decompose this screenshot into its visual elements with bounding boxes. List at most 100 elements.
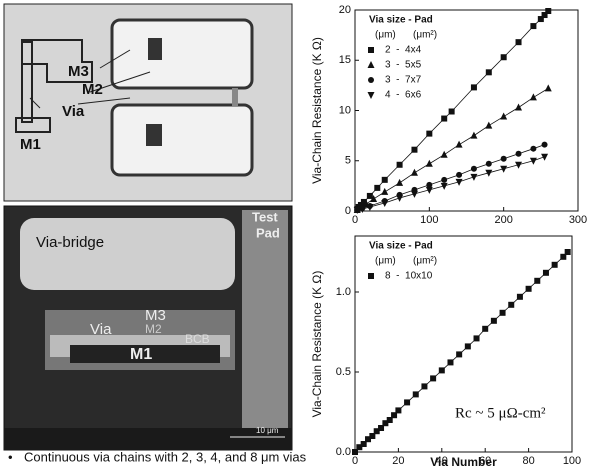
photo-label: Pad: [256, 225, 280, 240]
marker: [515, 39, 522, 46]
legend-label: 4 - 6x6: [385, 90, 422, 101]
marker: [500, 155, 507, 162]
marker: [470, 165, 477, 172]
marker: [395, 407, 402, 414]
marker: [426, 181, 433, 188]
marker: [438, 367, 445, 374]
marker: [382, 420, 389, 427]
marker: [508, 301, 515, 308]
annotation: Rc ~ 5 μΩ-cm²: [455, 405, 546, 421]
marker: [541, 12, 548, 19]
marker: [430, 375, 437, 382]
marker: [440, 150, 448, 158]
marker: [447, 359, 454, 366]
marker: [374, 184, 381, 191]
marker: [470, 131, 478, 139]
marker: [396, 194, 404, 202]
marker: [545, 8, 552, 15]
marker: [529, 157, 537, 165]
y-tick-label: 15: [339, 54, 351, 66]
marker: [456, 171, 463, 178]
marker: [360, 198, 367, 205]
marker: [485, 160, 492, 167]
marker: [411, 146, 418, 153]
marker: [425, 186, 433, 194]
photo-label: BCB: [185, 332, 210, 346]
y-tick-label: 1.0: [336, 286, 351, 298]
marker: [464, 343, 471, 350]
marker: [396, 161, 403, 168]
legend-label: 2 - 4x4: [385, 45, 422, 56]
x-tick-label: 40: [436, 455, 448, 467]
x-tick-label: 100: [420, 214, 438, 226]
photo-label: M3: [68, 63, 89, 80]
marker: [564, 249, 571, 255]
marker: [515, 161, 523, 169]
marker: [499, 309, 506, 316]
marker: [470, 173, 478, 181]
scale-label: 10 μm: [256, 426, 279, 435]
x-tick-label: 80: [522, 455, 534, 467]
marker: [366, 203, 374, 211]
x-tick-label: 0: [352, 214, 358, 226]
marker: [425, 159, 433, 167]
legend-title: Via size - Pad: [369, 15, 433, 26]
marker: [353, 206, 361, 214]
marker: [368, 77, 374, 83]
marker: [530, 23, 537, 30]
marker: [440, 182, 448, 190]
x-tick-label: 100: [563, 455, 581, 467]
marker: [367, 61, 375, 68]
marker: [485, 69, 492, 76]
marker: [373, 428, 380, 435]
x-axis-label: Via Number: [430, 455, 497, 468]
marker: [381, 176, 388, 183]
marker: [500, 165, 508, 173]
marker: [386, 417, 393, 423]
marker: [352, 449, 358, 455]
marker: [500, 112, 508, 120]
marker: [544, 84, 552, 92]
marker: [381, 199, 389, 207]
photo-label: M2: [145, 322, 162, 336]
legend-units: (μm²): [413, 256, 437, 267]
marker: [541, 141, 548, 148]
y-tick-label: 0.5: [336, 366, 351, 378]
marker: [473, 335, 480, 342]
marker: [441, 176, 448, 183]
marker: [490, 317, 497, 324]
marker: [485, 121, 493, 129]
x-tick-label: 60: [479, 455, 491, 467]
legend-units: (μm): [375, 30, 396, 41]
marker: [381, 187, 389, 195]
photo-label: Test: [252, 209, 278, 224]
marker: [366, 192, 373, 199]
marker: [455, 140, 463, 148]
y-tick-label: 5: [345, 155, 351, 167]
marker: [396, 178, 404, 186]
marker: [360, 441, 367, 447]
photo-label: M1: [130, 346, 152, 363]
marker: [404, 399, 411, 406]
marker: [369, 433, 376, 439]
marker: [541, 153, 549, 161]
marker: [370, 194, 378, 202]
legend-units: (μm²): [413, 30, 437, 41]
marker: [412, 391, 419, 398]
photo-label: Via: [62, 103, 85, 120]
x-tick-label: 20: [392, 455, 404, 467]
marker: [537, 16, 544, 23]
marker: [500, 54, 507, 61]
marker: [515, 150, 522, 157]
y-tick-label: 10: [339, 104, 351, 116]
marker: [365, 436, 372, 443]
marker: [485, 169, 493, 177]
marker: [368, 273, 374, 279]
layout-photo: M3 M2 Via M1: [3, 3, 293, 202]
photo-label: Via: [90, 321, 112, 338]
caption: Continuous via chains with 2, 3, 4, and …: [24, 449, 307, 464]
x-tick-label: 300: [569, 214, 587, 226]
marker: [441, 115, 448, 122]
legend-label: 3 - 5x5: [385, 60, 422, 71]
